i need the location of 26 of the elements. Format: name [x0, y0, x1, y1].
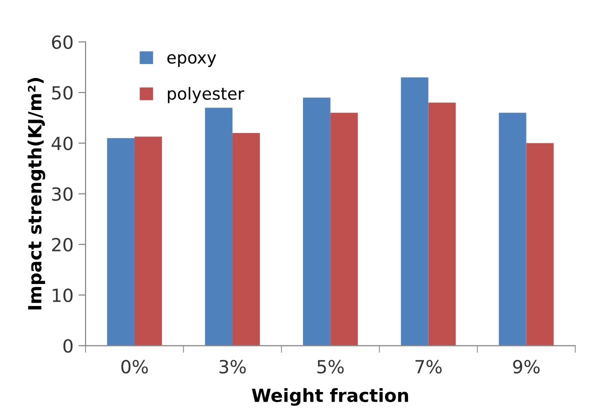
- x-tick-label: 3%: [220, 360, 246, 374]
- x-tick-label: 0%: [121, 360, 148, 374]
- bar: [134, 136, 162, 346]
- y-tick-label: 40: [52, 136, 73, 150]
- x-tick-label: 9%: [513, 360, 540, 374]
- bar: [232, 133, 260, 346]
- bar: [400, 77, 428, 346]
- bar: [302, 98, 330, 346]
- y-tick-label: 20: [52, 238, 73, 252]
- bar: [526, 143, 554, 346]
- y-tick-label: 60: [52, 35, 73, 50]
- bar: [330, 112, 358, 346]
- bar: [428, 102, 456, 346]
- y-tick-label: 10: [52, 288, 73, 302]
- legend-label: polyester: [168, 86, 244, 104]
- y-tick-label: 50: [52, 86, 73, 100]
- x-tick-label: 5%: [317, 360, 344, 374]
- y-axis-title: Impact strength(KJ/m²): [28, 78, 46, 310]
- x-tick-label: 7%: [416, 360, 442, 374]
- bar: [107, 138, 135, 346]
- y-tick-label: 0: [63, 339, 73, 353]
- x-axis-title: Weight fraction: [252, 388, 408, 406]
- bar: [205, 108, 232, 346]
- bar: [498, 112, 526, 346]
- y-tick-label: 30: [52, 187, 73, 201]
- legend-label: epoxy: [167, 54, 216, 67]
